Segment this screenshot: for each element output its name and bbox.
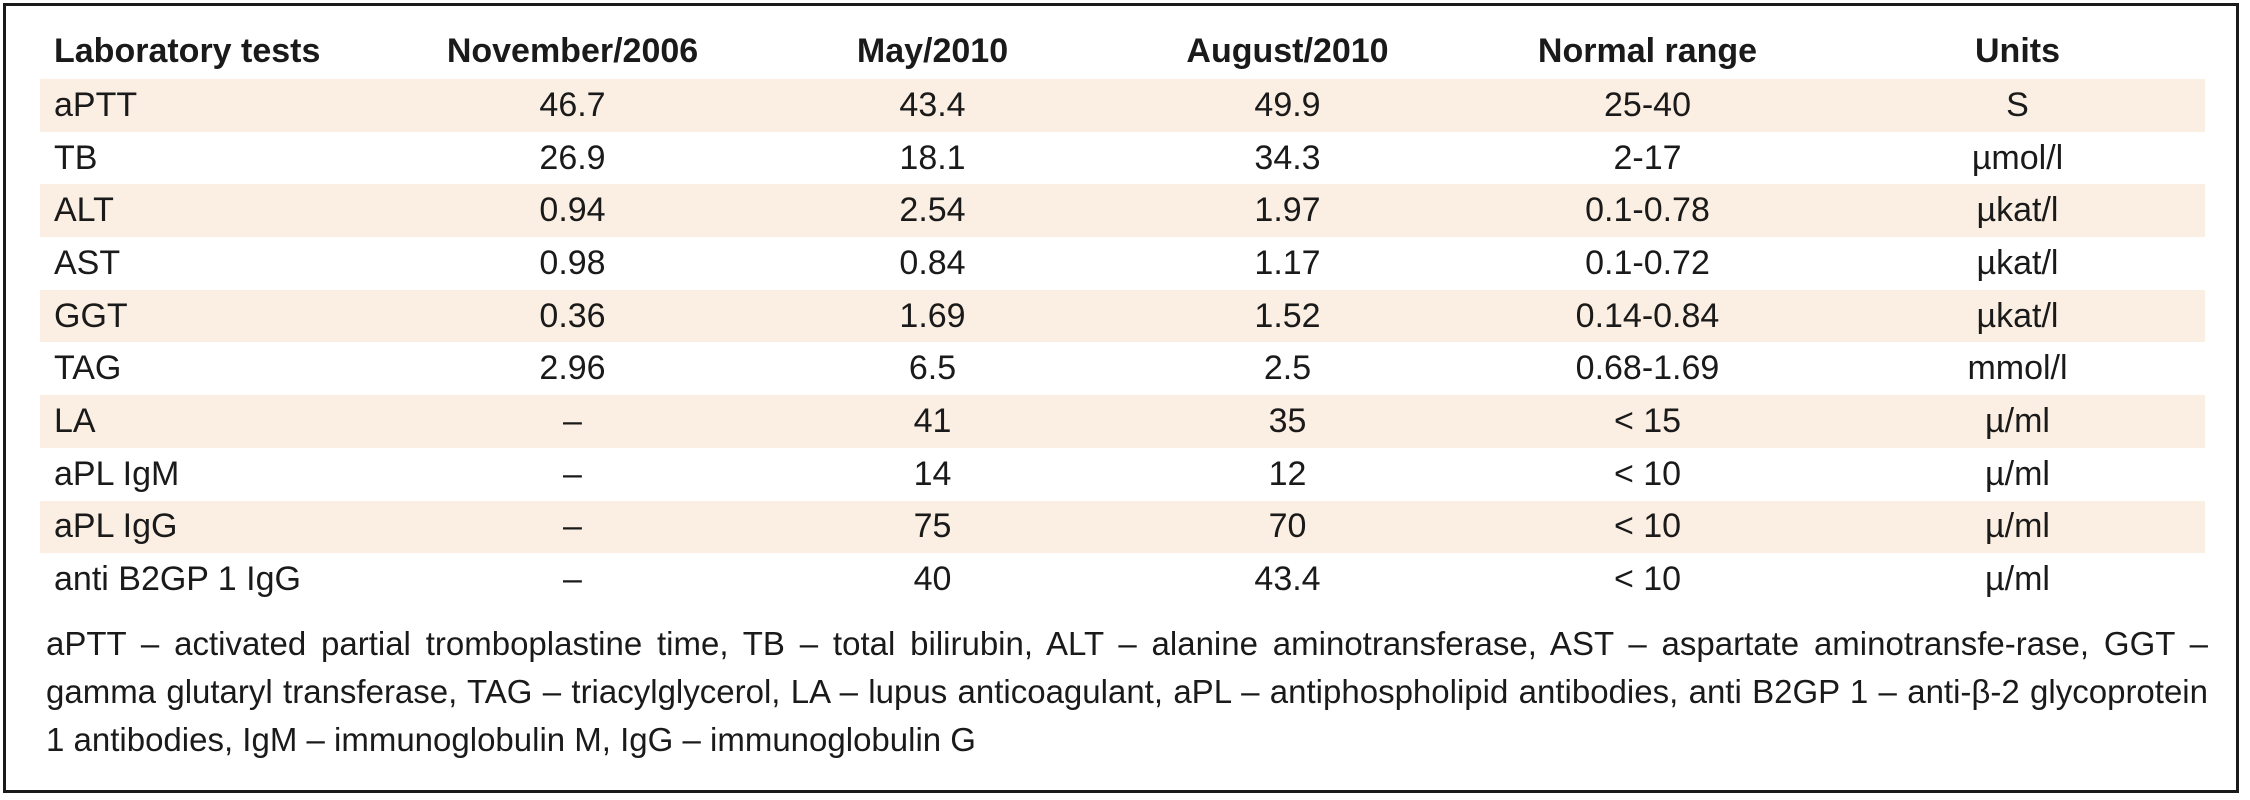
cell-normal-range: < 10: [1465, 500, 1830, 554]
cell-units: µmol/l: [1971, 138, 2064, 177]
cell-units: S: [1830, 79, 2205, 132]
cell-nov-2006: 46.7: [390, 79, 755, 132]
cell-test: TB: [54, 138, 98, 177]
cell-aug-2010: 35: [1110, 395, 1465, 448]
table-row: ALT 0.94 2.54 1.97 0.1-0.78 µkat/l: [40, 184, 2205, 238]
cell-nov-2006: –: [390, 500, 755, 554]
table-frame: [3, 3, 2239, 793]
cell-may-2010: 0.84: [899, 243, 966, 282]
cell-units: mmol/l: [1967, 349, 2068, 388]
table-row: aPL IgM – 14 12 < 10 µ/ml: [40, 448, 2205, 501]
cell-may-2010: 40: [913, 560, 952, 599]
header-normal-range: Normal range: [1537, 31, 1758, 70]
cell-aug-2010: 1.52: [1110, 289, 1465, 343]
cell-units: µ/ml: [1985, 454, 2050, 493]
cell-nov-2006: 0.98: [539, 243, 606, 282]
cell-test: ALT: [40, 184, 390, 238]
table-footnote: aPTT – activated partial tromboplastine …: [46, 625, 2208, 758]
cell-units: µ/ml: [1830, 500, 2205, 554]
header-units: Units: [1975, 31, 2060, 70]
table-row: TB 26.9 18.1 34.3 2-17 µmol/l: [40, 132, 2205, 185]
header-november-2006: November/2006: [446, 31, 699, 70]
cell-may-2010: 18.1: [899, 138, 966, 177]
table-row: TAG 2.96 6.5 2.5 0.68-1.69 mmol/l: [40, 342, 2205, 395]
header-august-2010: August/2010: [1186, 31, 1389, 70]
table-row: aPTT 46.7 43.4 49.9 25-40 S: [40, 79, 2205, 132]
cell-normal-range: 0.1-0.72: [1585, 243, 1710, 282]
cell-test: aPL IgG: [40, 500, 390, 554]
cell-may-2010: 14: [913, 454, 952, 493]
cell-nov-2006: –: [563, 560, 582, 599]
cell-normal-range: 2-17: [1613, 138, 1682, 177]
table-row: anti B2GP 1 IgG – 40 43.4 < 10 µ/ml: [40, 553, 2205, 606]
cell-may-2010: 1.69: [755, 289, 1110, 343]
cell-nov-2006: –: [563, 454, 582, 493]
cell-test: aPTT: [40, 79, 390, 132]
cell-test: aPL IgM: [54, 454, 180, 493]
cell-normal-range: < 10: [1613, 454, 1682, 493]
header-may-2010: May/2010: [856, 31, 1009, 70]
cell-aug-2010: 1.17: [1254, 243, 1321, 282]
cell-normal-range: 25-40: [1465, 79, 1830, 132]
cell-units: µkat/l: [1830, 184, 2205, 238]
cell-normal-range: 0.14-0.84: [1465, 289, 1830, 343]
table-row: AST 0.98 0.84 1.17 0.1-0.72 µkat/l: [40, 237, 2205, 290]
cell-normal-range: < 10: [1613, 560, 1682, 599]
cell-aug-2010: 2.5: [1263, 349, 1312, 388]
cell-may-2010: 75: [755, 500, 1110, 554]
cell-test: anti B2GP 1 IgG: [54, 560, 301, 599]
cell-aug-2010: 34.3: [1254, 138, 1321, 177]
cell-nov-2006: –: [390, 395, 755, 448]
cell-test: GGT: [40, 289, 390, 343]
cell-aug-2010: 49.9: [1110, 79, 1465, 132]
cell-aug-2010: 70: [1110, 500, 1465, 554]
table-row: GGT 0.36 1.69 1.52 0.14-0.84 µkat/l: [40, 289, 2205, 343]
cell-normal-range: 0.68-1.69: [1575, 349, 1720, 388]
cell-nov-2006: 0.36: [390, 289, 755, 343]
lab-results-table: Laboratory tests November/2006 May/2010 …: [40, 23, 2205, 606]
cell-units: µkat/l: [1830, 289, 2205, 343]
table-header-row: Laboratory tests November/2006 May/2010 …: [40, 23, 2205, 79]
cell-units: µ/ml: [1985, 560, 2050, 599]
cell-nov-2006: 26.9: [539, 138, 606, 177]
cell-nov-2006: 0.94: [390, 184, 755, 238]
cell-may-2010: 6.5: [908, 349, 957, 388]
table-row: aPL IgG – 75 70 < 10 µ/ml: [40, 500, 2205, 554]
cell-aug-2010: 1.97: [1110, 184, 1465, 238]
cell-may-2010: 43.4: [755, 79, 1110, 132]
cell-units: µkat/l: [1976, 243, 2059, 282]
cell-nov-2006: 2.96: [539, 349, 606, 388]
cell-test: TAG: [54, 349, 122, 388]
cell-test: LA: [40, 395, 390, 448]
cell-aug-2010: 43.4: [1254, 560, 1321, 599]
cell-normal-range: 0.1-0.78: [1465, 184, 1830, 238]
cell-normal-range: < 15: [1465, 395, 1830, 448]
cell-units: µ/ml: [1830, 395, 2205, 448]
header-laboratory-tests: Laboratory tests: [54, 31, 321, 70]
cell-may-2010: 41: [755, 395, 1110, 448]
cell-may-2010: 2.54: [755, 184, 1110, 238]
cell-aug-2010: 12: [1268, 454, 1307, 493]
table-row: LA – 41 35 < 15 µ/ml: [40, 395, 2205, 448]
cell-test: AST: [54, 243, 121, 282]
